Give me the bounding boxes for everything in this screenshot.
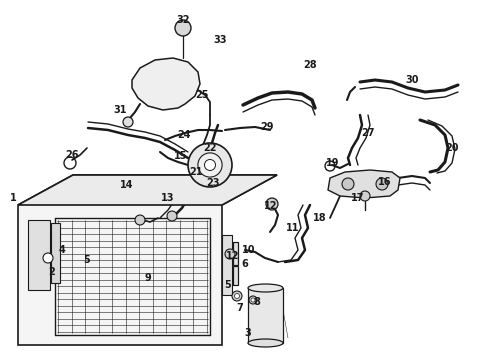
Text: 19: 19 [326,158,340,168]
Text: 25: 25 [195,90,209,100]
Text: 6: 6 [242,259,248,269]
Text: 24: 24 [177,130,191,140]
Text: 22: 22 [203,143,217,153]
Text: 3: 3 [245,328,251,338]
Circle shape [135,215,145,225]
Text: 15: 15 [174,151,188,161]
Circle shape [204,159,216,171]
Text: 13: 13 [161,193,175,203]
Text: 7: 7 [237,303,244,313]
Text: 12: 12 [226,251,240,261]
Text: 30: 30 [405,75,419,85]
Text: 4: 4 [59,245,65,255]
Text: 21: 21 [189,167,203,177]
Text: 2: 2 [49,267,55,277]
Text: 14: 14 [120,180,134,190]
Text: 10: 10 [242,245,256,255]
Polygon shape [28,220,50,290]
Text: 20: 20 [445,143,459,153]
Circle shape [167,211,177,221]
Text: 18: 18 [313,213,327,223]
Polygon shape [18,175,277,345]
Polygon shape [328,170,400,198]
Text: 26: 26 [65,150,79,160]
Text: 28: 28 [303,60,317,70]
Text: 16: 16 [378,177,392,187]
Text: 11: 11 [286,223,300,233]
Circle shape [225,249,235,259]
Ellipse shape [248,284,283,292]
Polygon shape [51,223,60,283]
Polygon shape [222,235,232,295]
Polygon shape [248,288,283,343]
Circle shape [360,191,370,201]
Polygon shape [18,175,277,205]
Text: 17: 17 [351,193,365,203]
Text: 5: 5 [224,280,231,290]
Text: 23: 23 [206,178,220,188]
Text: 8: 8 [253,297,261,307]
Text: 32: 32 [176,15,190,25]
Circle shape [175,20,191,36]
Circle shape [232,291,242,301]
Polygon shape [233,266,238,285]
Text: 33: 33 [213,35,227,45]
Circle shape [342,178,354,190]
Circle shape [249,296,257,304]
Ellipse shape [248,339,283,347]
Text: 31: 31 [113,105,127,115]
Circle shape [123,117,133,127]
Text: 5: 5 [84,255,90,265]
Polygon shape [132,58,200,110]
Circle shape [198,153,222,177]
Circle shape [251,298,255,302]
Circle shape [266,198,278,210]
Text: 12: 12 [264,201,278,211]
Circle shape [188,143,232,187]
Polygon shape [233,242,238,265]
Text: 27: 27 [361,128,375,138]
Circle shape [235,293,240,298]
Text: 9: 9 [145,273,151,283]
Text: 1: 1 [10,193,16,203]
Text: 29: 29 [260,122,274,132]
Circle shape [43,253,53,263]
Circle shape [376,178,388,190]
